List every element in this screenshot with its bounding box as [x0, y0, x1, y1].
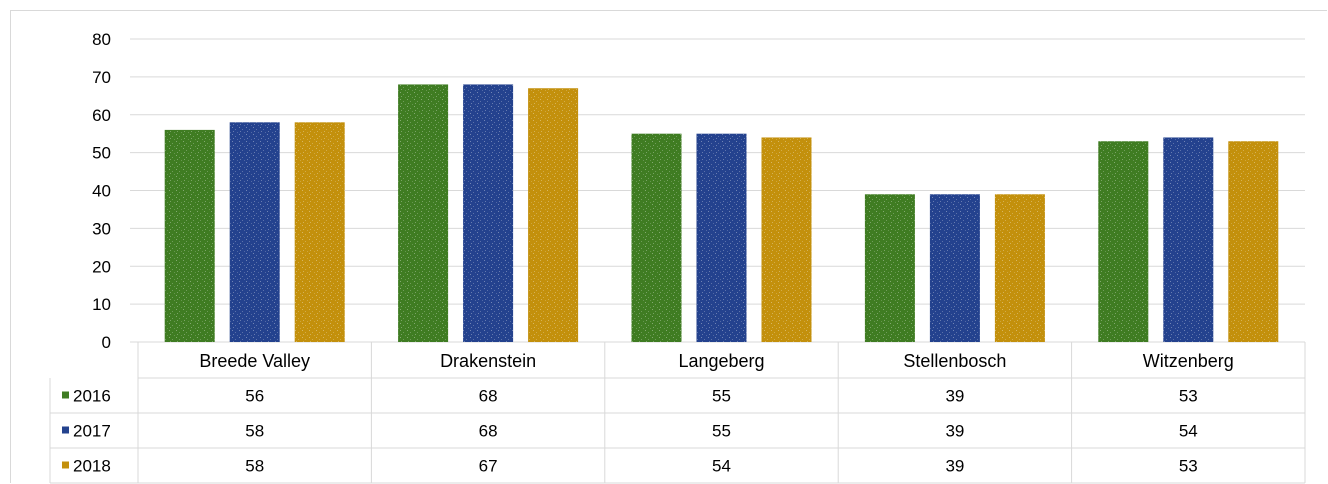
table-cell: 54 — [712, 457, 731, 476]
table-cell: 39 — [945, 457, 964, 476]
legend-label-2018: 2018 — [73, 457, 111, 476]
legend-key-2017 — [62, 426, 69, 434]
table-cell: 55 — [712, 422, 731, 441]
legend-label-2017: 2017 — [73, 422, 111, 441]
y-tick-label: 10 — [92, 295, 111, 314]
bar-2018-drakenstein — [528, 88, 579, 342]
table-cell: 53 — [1179, 457, 1198, 476]
y-tick-label: 50 — [92, 144, 111, 163]
chart-frame — [10, 10, 1327, 483]
bar-2018-breede-valley — [294, 122, 345, 342]
y-tick-label: 30 — [92, 219, 111, 238]
bar-2018-langeberg — [761, 137, 812, 342]
table-cell: 68 — [479, 387, 498, 406]
y-tick-label: 60 — [92, 106, 111, 125]
table-cell: 55 — [712, 387, 731, 406]
bar-2017-breede-valley — [229, 122, 280, 342]
bar-2017-drakenstein — [463, 84, 514, 342]
bar-2016-stellenbosch — [864, 194, 915, 342]
y-tick-label: 20 — [92, 257, 111, 276]
table-cell: 39 — [945, 387, 964, 406]
y-tick-label: 80 — [92, 30, 111, 49]
legend-key-2018 — [62, 461, 69, 469]
y-tick-label: 0 — [102, 333, 111, 352]
bar-2018-stellenbosch — [994, 194, 1045, 342]
legend-key-2016 — [62, 391, 69, 399]
category-label: Breede Valley — [199, 351, 310, 371]
bar-2017-langeberg — [696, 133, 747, 342]
category-label: Langeberg — [678, 351, 764, 371]
table-cell: 53 — [1179, 387, 1198, 406]
table-cell: 58 — [245, 422, 264, 441]
table-cell: 67 — [479, 457, 498, 476]
table-cell: 39 — [945, 422, 964, 441]
table-cell: 68 — [479, 422, 498, 441]
y-tick-label: 40 — [92, 182, 111, 201]
bars — [164, 84, 1279, 342]
bar-2018-witzenberg — [1228, 141, 1279, 342]
category-label: Stellenbosch — [903, 351, 1006, 371]
bar-2016-langeberg — [631, 133, 682, 342]
category-label: Witzenberg — [1143, 351, 1234, 371]
legend-label-2016: 2016 — [73, 387, 111, 406]
bar-2016-breede-valley — [164, 129, 215, 342]
bar-2016-drakenstein — [398, 84, 449, 342]
bar-2017-stellenbosch — [929, 194, 980, 342]
bar-2017-witzenberg — [1163, 137, 1214, 342]
table-cell: 58 — [245, 457, 264, 476]
table-cell: 56 — [245, 387, 264, 406]
table-cell: 54 — [1179, 422, 1198, 441]
data-table: Breede Valley Drakenstein Langeberg Stellen… — [49, 342, 1306, 484]
category-label: Drakenstein — [440, 351, 536, 371]
bar-2016-witzenberg — [1098, 141, 1149, 342]
y-tick-label: 70 — [92, 68, 111, 87]
y-axis: 0 10 20 30 40 50 60 70 80 — [92, 30, 111, 352]
